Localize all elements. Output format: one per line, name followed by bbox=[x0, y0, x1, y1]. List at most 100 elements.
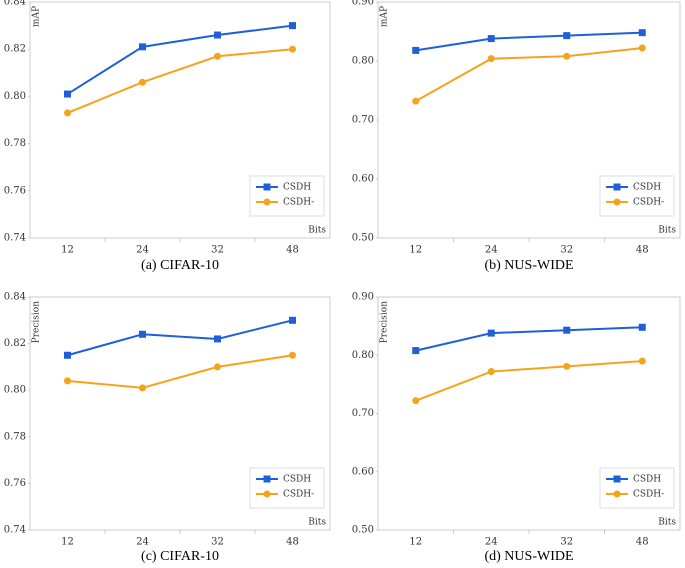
marker bbox=[214, 363, 221, 371]
series-line bbox=[415, 47, 643, 102]
y-tick-label: 0.78 bbox=[4, 431, 26, 442]
legend-marker bbox=[613, 490, 621, 498]
y-tick-label: 0.84 bbox=[4, 0, 26, 8]
marker bbox=[214, 31, 221, 39]
x-tick-label: 12 bbox=[61, 537, 74, 548]
legend-box bbox=[249, 467, 325, 509]
legend-box bbox=[599, 175, 675, 217]
marker bbox=[139, 43, 146, 51]
series-line bbox=[67, 319, 293, 357]
marker bbox=[412, 347, 420, 355]
x-tick-label: 24 bbox=[485, 537, 498, 548]
marker bbox=[487, 55, 495, 63]
marker bbox=[64, 377, 71, 385]
y-tick-label: 0.60 bbox=[352, 466, 374, 477]
legend-label: CSDH bbox=[283, 183, 311, 193]
marker bbox=[139, 384, 146, 392]
series-line bbox=[67, 354, 293, 389]
y-tick-label: 0.74 bbox=[4, 525, 26, 536]
y-tick-label: 0.84 bbox=[4, 292, 26, 303]
y-axis-label: mAP bbox=[32, 6, 42, 27]
y-tick-label: 0.80 bbox=[352, 350, 374, 361]
legend-marker bbox=[613, 198, 621, 206]
legend-marker bbox=[263, 183, 271, 191]
chart-panel: 0.74 0.76 0.78 0.80 0.82 0.84 12 24 32 48 mAP Bits C… bbox=[4, 0, 331, 273]
x-tick-label: 24 bbox=[136, 245, 149, 256]
x-tick-label: 24 bbox=[485, 245, 498, 256]
marker bbox=[139, 330, 146, 338]
marker bbox=[563, 326, 571, 334]
marker bbox=[412, 46, 420, 54]
legend-label: CSDH- bbox=[633, 198, 664, 208]
x-axis-label: Bits bbox=[658, 226, 676, 236]
y-axis-label: mAP bbox=[380, 6, 390, 27]
marker bbox=[64, 351, 71, 359]
legend-marker bbox=[613, 183, 621, 191]
x-tick-label: 32 bbox=[211, 537, 224, 548]
marker bbox=[64, 90, 71, 98]
marker bbox=[638, 357, 646, 365]
series-line bbox=[415, 31, 643, 52]
y-tick-label: 0.80 bbox=[4, 385, 26, 396]
x-tick-label: 12 bbox=[409, 537, 422, 548]
x-tick-label: 12 bbox=[409, 245, 422, 256]
marker bbox=[64, 109, 71, 117]
legend-label: CSDH bbox=[283, 475, 311, 485]
series-line bbox=[67, 48, 293, 114]
x-axis-label: Bits bbox=[658, 518, 676, 528]
marker bbox=[487, 35, 495, 43]
legend-label: CSDH- bbox=[633, 490, 664, 500]
marker bbox=[289, 316, 296, 324]
x-tick-label: 12 bbox=[61, 245, 74, 256]
y-tick-label: 0.50 bbox=[352, 525, 374, 536]
legend-label: CSDH bbox=[633, 183, 661, 193]
legend-marker bbox=[263, 475, 271, 483]
y-tick-label: 0.70 bbox=[352, 408, 374, 419]
x-tick-label: 48 bbox=[286, 537, 299, 548]
y-tick-label: 0.90 bbox=[352, 0, 374, 8]
legend-marker bbox=[263, 198, 271, 206]
chart-panel: 0.50 0.60 0.70 0.80 0.90 12 24 32 48 Precision Bit… bbox=[352, 292, 681, 564]
x-tick-label: 32 bbox=[211, 245, 224, 256]
x-tick-label: 48 bbox=[636, 245, 649, 256]
legend-box bbox=[249, 175, 325, 217]
caption: (d) NUS-WIDE bbox=[484, 549, 573, 564]
x-tick-label: 48 bbox=[286, 245, 299, 256]
series-line bbox=[415, 326, 643, 352]
marker bbox=[563, 362, 571, 370]
marker bbox=[563, 52, 571, 60]
y-tick-label: 0.50 bbox=[352, 233, 374, 244]
marker bbox=[289, 351, 296, 359]
marker bbox=[412, 97, 420, 105]
x-tick-label: 32 bbox=[560, 537, 573, 548]
x-axis-label: Bits bbox=[308, 518, 326, 528]
series-line bbox=[66, 24, 293, 95]
marker bbox=[487, 368, 495, 376]
legend-box bbox=[599, 467, 675, 509]
x-axis-label: Bits bbox=[308, 226, 326, 236]
caption: (a) CIFAR-10 bbox=[141, 258, 219, 273]
y-tick-label: 0.70 bbox=[352, 115, 374, 126]
y-tick-label: 0.90 bbox=[352, 292, 374, 303]
marker bbox=[563, 32, 571, 40]
x-tick-label: 24 bbox=[136, 537, 149, 548]
marker bbox=[487, 329, 495, 337]
marker bbox=[638, 44, 646, 52]
y-axis-label: Precision bbox=[380, 301, 390, 344]
y-tick-label: 0.76 bbox=[4, 185, 26, 196]
y-tick-label: 0.82 bbox=[4, 338, 26, 349]
marker bbox=[638, 323, 646, 331]
y-tick-label: 0.78 bbox=[4, 138, 26, 149]
chart-panel: 0.50 0.60 0.70 0.80 0.90 12 24 32 48 mAP Bits CSDH C… bbox=[352, 0, 681, 273]
legend-label: CSDH- bbox=[283, 490, 314, 500]
y-tick-label: 0.82 bbox=[4, 44, 26, 55]
legend-label: CSDH- bbox=[283, 198, 314, 208]
y-tick-label: 0.76 bbox=[4, 478, 26, 489]
legend-marker bbox=[263, 490, 271, 498]
x-tick-label: 48 bbox=[636, 537, 649, 548]
y-tick-label: 0.60 bbox=[352, 174, 374, 185]
x-tick-label: 32 bbox=[560, 245, 573, 256]
marker bbox=[289, 22, 296, 30]
legend-marker bbox=[613, 475, 621, 483]
marker bbox=[638, 29, 646, 37]
